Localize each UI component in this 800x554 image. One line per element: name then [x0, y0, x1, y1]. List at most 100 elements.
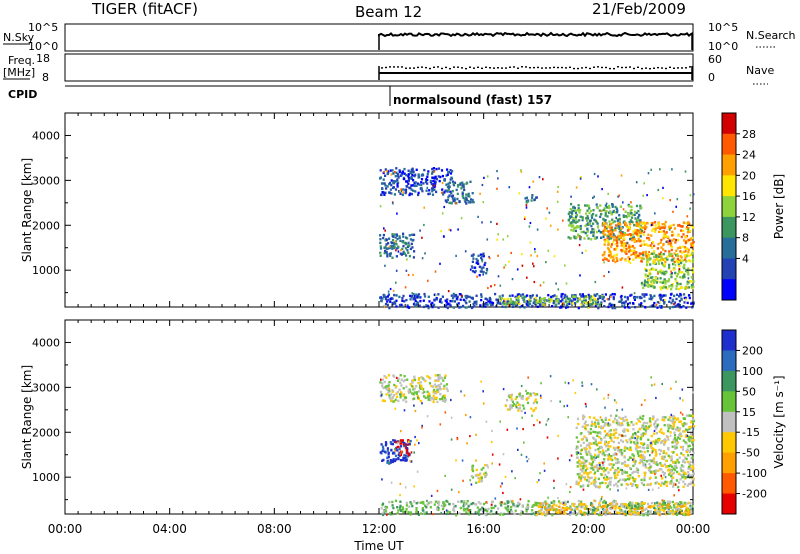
- range-cell: [432, 397, 435, 401]
- noise-cell: [580, 175, 582, 179]
- y-axis-label: Slant Range [km]: [20, 158, 34, 262]
- range-cell: [443, 191, 446, 194]
- range-cell: [606, 444, 609, 447]
- range-cell: [625, 215, 628, 218]
- range-cell: [663, 233, 666, 236]
- range-cell: [390, 192, 393, 195]
- range-cell: [427, 306, 430, 310]
- noise-cell: [402, 191, 404, 194]
- noise-cell: [388, 245, 391, 248]
- range-cell: [495, 511, 498, 514]
- range-cell: [668, 253, 671, 256]
- range-cell: [652, 260, 655, 263]
- noise-cell: [494, 497, 497, 500]
- range-cell: [631, 476, 634, 479]
- range-cell: [675, 460, 678, 463]
- noise-cell: [511, 500, 514, 503]
- range-cell: [637, 446, 640, 449]
- noise-cell: [540, 396, 542, 399]
- range-cell: [457, 302, 460, 305]
- range-cell: [653, 301, 656, 305]
- range-cell: [591, 511, 594, 514]
- range-cell: [470, 296, 473, 300]
- range-cell: [559, 306, 562, 309]
- range-cell: [469, 201, 472, 204]
- noise-cell: [595, 456, 597, 459]
- range-cell: [584, 464, 587, 468]
- nave-point: [589, 67, 591, 70]
- range-cell: [427, 398, 430, 401]
- range-cell: [434, 396, 437, 400]
- range-cell: [607, 254, 611, 257]
- nsky-trace: [378, 31, 694, 50]
- range-cell: [691, 306, 694, 309]
- range-cell: [409, 238, 412, 241]
- range-cell: [569, 237, 572, 240]
- range-cell: [596, 226, 600, 229]
- range-cell: [645, 507, 648, 510]
- range-cell: [678, 429, 681, 432]
- nave-point: [565, 67, 567, 69]
- range-cell: [460, 187, 463, 190]
- noise-cell: [497, 233, 499, 236]
- range-cell: [671, 239, 674, 242]
- range-cell: [623, 513, 626, 516]
- range-cell: [422, 305, 425, 309]
- range-cell: [628, 438, 631, 441]
- range-cell: [594, 453, 597, 457]
- range-cell: [572, 227, 576, 230]
- range-cell: [683, 430, 686, 433]
- range-cell: [647, 255, 650, 258]
- range-cell: [433, 388, 436, 392]
- range-cell: [633, 238, 636, 241]
- noise-cell: [546, 419, 549, 422]
- range-cell: [438, 300, 442, 303]
- range-cell: [654, 224, 657, 227]
- colorbar-tick-label: 15: [742, 406, 756, 419]
- range-cell: [618, 449, 621, 452]
- noise-cell: [664, 501, 667, 505]
- range-cell: [624, 464, 627, 467]
- noise-cell: [657, 188, 660, 192]
- range-cell: [517, 409, 520, 412]
- range-cell: [402, 188, 405, 191]
- range-cell: [402, 294, 405, 298]
- range-cell: [510, 393, 513, 396]
- range-cell: [417, 381, 420, 385]
- range-cell: [616, 485, 619, 488]
- range-cell: [525, 196, 528, 199]
- range-cell: [674, 434, 677, 437]
- range-cell: [582, 467, 585, 470]
- range-cell: [646, 253, 649, 256]
- range-cell: [548, 505, 551, 508]
- range-cell: [477, 509, 481, 512]
- noise-cell: [564, 381, 567, 384]
- range-cell: [690, 302, 693, 305]
- range-cell: [404, 236, 408, 239]
- noise-cell: [617, 446, 619, 449]
- range-cell: [438, 387, 441, 391]
- range-cell: [636, 510, 639, 513]
- range-cell: [656, 270, 660, 274]
- range-cell: [431, 172, 434, 175]
- range-cell: [582, 414, 585, 417]
- range-cell: [667, 438, 670, 441]
- range-cell: [386, 255, 389, 258]
- colorbar-segment: [722, 258, 736, 280]
- range-cell: [386, 388, 389, 391]
- range-cell: [657, 507, 660, 511]
- range-cell: [395, 180, 398, 183]
- range-cell: [568, 211, 571, 214]
- nave-point: [657, 66, 659, 69]
- range-cell: [512, 403, 515, 406]
- colorbar-segment: [722, 216, 736, 239]
- noise-cell: [668, 228, 671, 231]
- range-cell: [671, 500, 674, 504]
- range-cell: [682, 229, 685, 233]
- range-cell: [457, 185, 460, 188]
- range-cell: [673, 260, 676, 264]
- range-cell: [656, 247, 659, 250]
- range-cell: [654, 454, 657, 457]
- range-cell: [547, 294, 550, 297]
